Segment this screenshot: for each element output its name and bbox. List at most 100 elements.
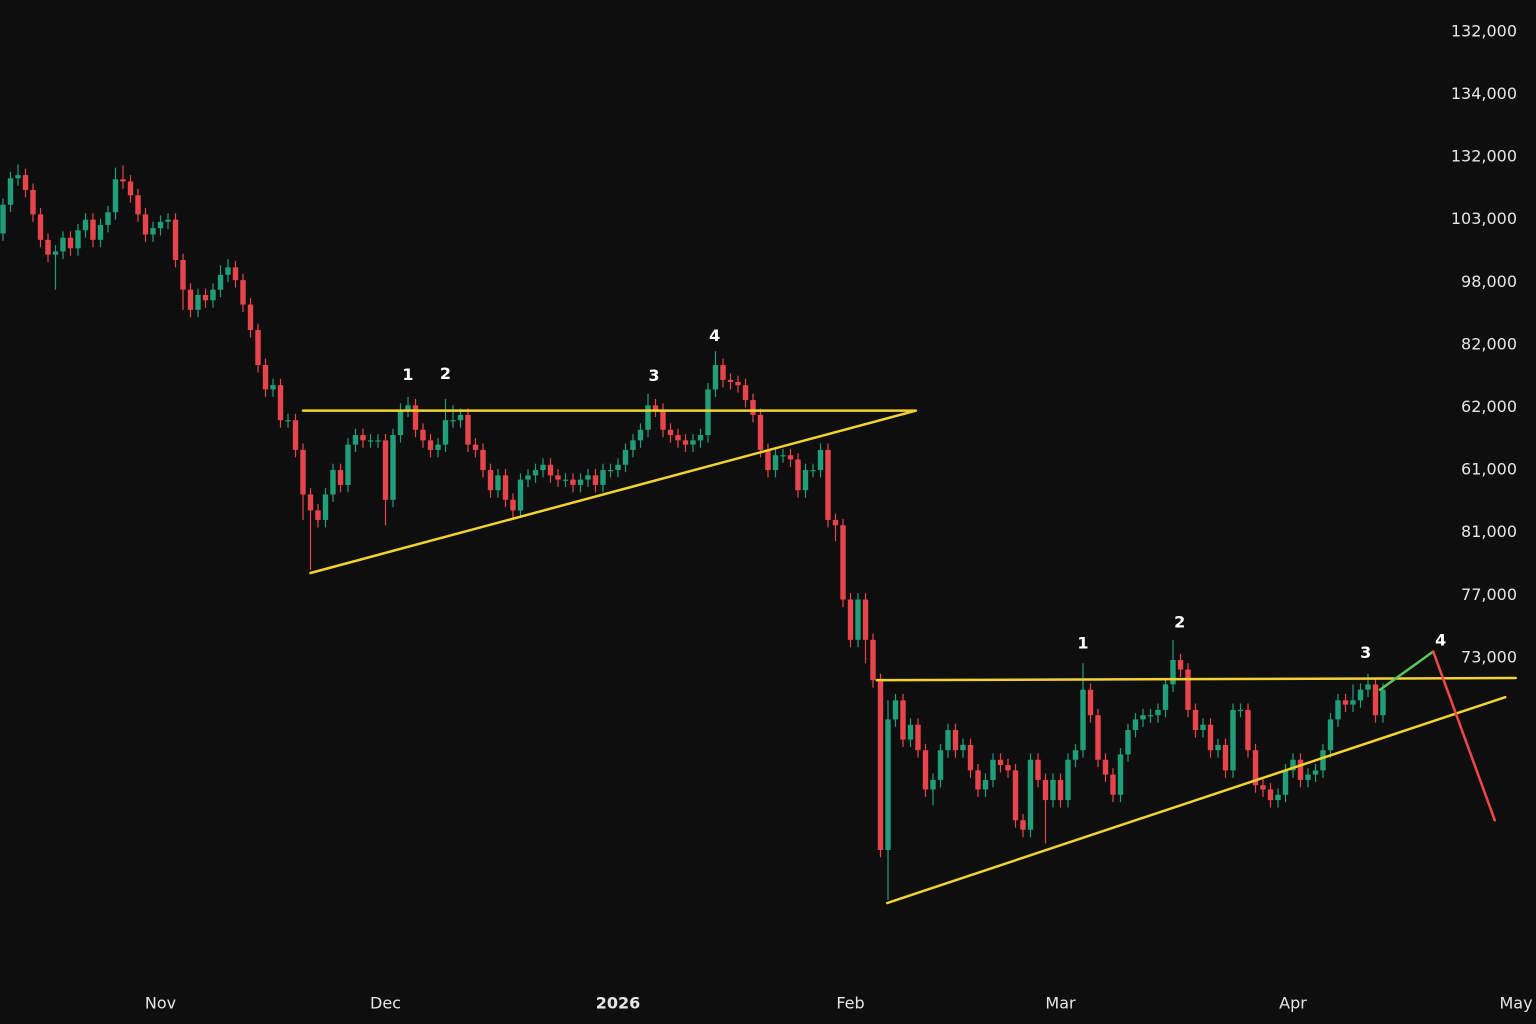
candle-body [810,470,816,472]
candle-body [570,479,576,485]
candle-body [480,449,486,471]
candle-body [1050,779,1056,801]
candle-body [1177,660,1184,670]
y-tick-label: 132,000 [1451,147,1517,166]
candle-body [472,444,479,450]
candle-body [75,230,81,249]
candle-body [1237,709,1244,712]
candle-body [937,750,944,780]
x-tick-label: Mar [1045,994,1076,1013]
candle-body [945,730,951,751]
candle-body [1275,794,1281,801]
candle-body [1065,759,1071,801]
trend-line [875,676,1517,682]
candle-body [45,239,51,255]
candle-body [795,459,801,491]
wave-label: 2 [440,364,451,383]
x-tick-label: Apr [1279,994,1307,1013]
candle-body [1200,724,1206,731]
candle-body [150,228,156,235]
candle-body [1222,744,1229,771]
candle-body [877,680,884,850]
candle-body [135,195,141,215]
x-tick-label: 2026 [596,994,641,1013]
candle-body [765,449,771,471]
candle-body [442,420,449,445]
candle-body [975,770,981,790]
candle-body [607,470,614,472]
candle-body [345,444,351,485]
candle-body [1245,709,1251,751]
candle-body [270,385,276,390]
candle-body [225,267,231,275]
candle-body [1080,689,1086,751]
candle-body [367,440,374,442]
candle-body [1297,759,1304,780]
candle-body [52,251,59,255]
candle-body [720,365,726,380]
candle-body [165,219,171,222]
candle-body [735,382,741,386]
candle-body [712,365,719,390]
candle-body [787,455,794,460]
candle-body [277,385,284,421]
candle-body [337,470,344,485]
candle-body [427,440,434,450]
candle-body [1327,719,1334,751]
candle-body [1140,715,1146,720]
candle-body [1372,684,1379,716]
candle-body [1320,750,1326,771]
candle-body [907,724,914,740]
candle-body [285,420,291,422]
candle-body [525,475,531,480]
candle-body [997,759,1004,766]
candle-body [292,420,299,450]
candle-body [1357,689,1364,701]
candle-body [322,494,329,520]
y-tick-label: 73,000 [1461,647,1517,666]
candle-body [1312,770,1319,775]
x-tick-label: Dec [370,994,401,1013]
y-tick-label: 61,000 [1461,460,1517,479]
candle-body [435,444,441,450]
candle-body [510,499,516,511]
candle-body [637,429,644,441]
candle-body [142,214,149,235]
candle-body [750,400,756,415]
candle-body [870,639,876,681]
candle-body [412,405,419,430]
candle-body [562,479,569,481]
candle-body [112,179,119,213]
candle-body [922,750,929,790]
candle-body [97,224,104,240]
trend-line [1378,650,1435,691]
wave-label: 3 [648,366,659,385]
candle-body [60,237,66,252]
candle-body [397,409,404,436]
candle-body [382,440,389,500]
candle-body [780,455,786,457]
candle-body [1005,765,1011,771]
y-tick-label: 132,000 [1451,21,1517,40]
candle-body [487,470,494,491]
candle-body [22,175,29,190]
candle-body [667,429,674,436]
candle-body [585,475,591,480]
candle-body [1117,754,1124,795]
candle-body [772,455,779,471]
candle-body [105,212,111,225]
candle-body [195,294,201,310]
candle-body [450,420,456,422]
candle-body [15,175,21,179]
candle-body [1012,770,1019,821]
candle-body [1252,750,1259,786]
candle-body [217,274,224,290]
candle-body [360,435,366,441]
candle-body [1380,689,1386,716]
candle-body [1170,660,1176,685]
candle-body [517,479,524,511]
candle-body [352,435,359,445]
x-tick-label: Nov [145,994,176,1013]
candle-body [982,779,989,790]
